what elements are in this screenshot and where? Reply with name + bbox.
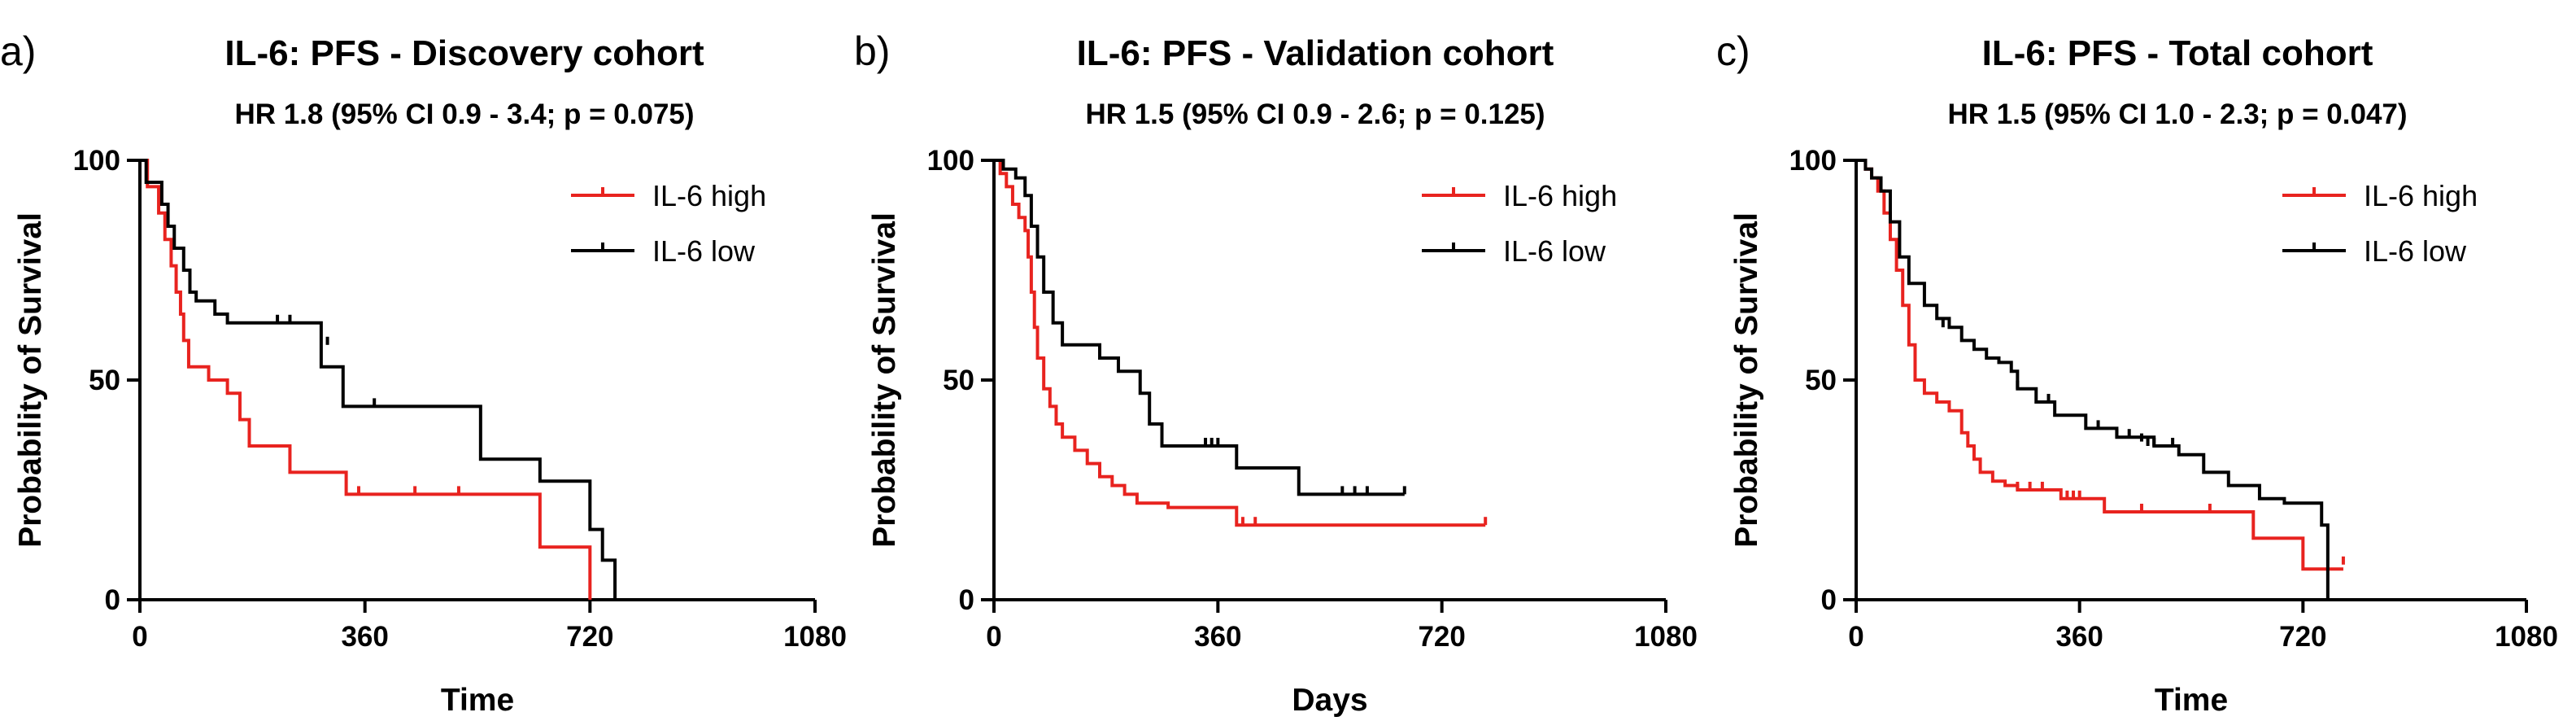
x-axis-label: Days: [1292, 683, 1367, 718]
y-tick-label: 50: [1805, 365, 1837, 396]
chart-title: IL-6: PFS - Validation cohort: [1077, 33, 1554, 73]
chart-panel-1: a) IL-6: PFS - Discovery cohort HR 1.8 (95…: [0, 28, 847, 718]
series-line-il-6-low: [140, 159, 617, 600]
x-tick-label: 1080: [2495, 621, 2558, 653]
x-tick-label: 0: [986, 621, 1001, 653]
panel-label: b): [854, 28, 890, 74]
legend-label: IL-6 high: [652, 179, 766, 212]
x-tick-label: 360: [341, 621, 388, 653]
legend-label: IL-6 low: [2364, 234, 2467, 268]
legend-label: IL-6 low: [1503, 234, 1606, 268]
y-tick-label: 0: [959, 584, 974, 616]
legend-label: IL-6 high: [1503, 179, 1617, 212]
chart-subtitle: HR 1.8 (95% CI 0.9 - 3.4; p = 0.075): [234, 98, 694, 130]
series-line-il-6-high: [140, 159, 592, 600]
chart-title: IL-6: PFS - Discovery cohort: [224, 33, 704, 73]
y-tick-label: 100: [1789, 145, 1837, 177]
chart-panel-2: b) IL-6: PFS - Validation cohort HR 1.5 (9…: [854, 28, 1698, 718]
x-axis-label: Time: [441, 683, 514, 718]
chart-subtitle: HR 1.5 (95% CI 1.0 - 2.3; p = 0.047): [1947, 98, 2407, 130]
y-tick-label: 100: [927, 145, 974, 177]
y-axis-label: Probability of Survival: [13, 212, 48, 548]
x-tick-label: 720: [566, 621, 613, 653]
panel-label: c): [1716, 28, 1750, 74]
series-line-il-6-low: [1856, 159, 2330, 600]
x-tick-label: 0: [132, 621, 147, 653]
series-line-il-6-high: [994, 159, 1486, 527]
y-tick-label: 0: [105, 584, 120, 616]
x-tick-label: 0: [1848, 621, 1863, 653]
y-axis-label: Probability of Survival: [1729, 212, 1764, 548]
x-tick-label: 360: [2055, 621, 2103, 653]
series-line-il-6-low: [994, 159, 1405, 496]
y-tick-label: 100: [73, 145, 120, 177]
legend-label: IL-6 high: [2364, 179, 2478, 212]
x-tick-label: 1080: [1634, 621, 1698, 653]
y-tick-label: 0: [1821, 584, 1837, 616]
series-line-il-6-high: [1856, 159, 2343, 571]
legend-label: IL-6 low: [652, 234, 756, 268]
x-axis-label: Time: [2155, 683, 2228, 718]
chart-subtitle: HR 1.5 (95% CI 0.9 - 2.6; p = 0.125): [1085, 98, 1545, 130]
x-tick-label: 1080: [783, 621, 847, 653]
x-tick-label: 720: [1418, 621, 1465, 653]
chart-panel-3: c) IL-6: PFS - Total cohort HR 1.5 (95% CI…: [1716, 28, 2558, 718]
y-axis-label: Probability of Survival: [867, 212, 902, 548]
panel-label: a): [0, 28, 36, 74]
x-tick-label: 720: [2279, 621, 2326, 653]
chart-title: IL-6: PFS - Total cohort: [1982, 33, 2373, 73]
x-tick-label: 360: [1194, 621, 1241, 653]
y-tick-label: 50: [89, 365, 120, 396]
y-tick-label: 50: [943, 365, 974, 396]
